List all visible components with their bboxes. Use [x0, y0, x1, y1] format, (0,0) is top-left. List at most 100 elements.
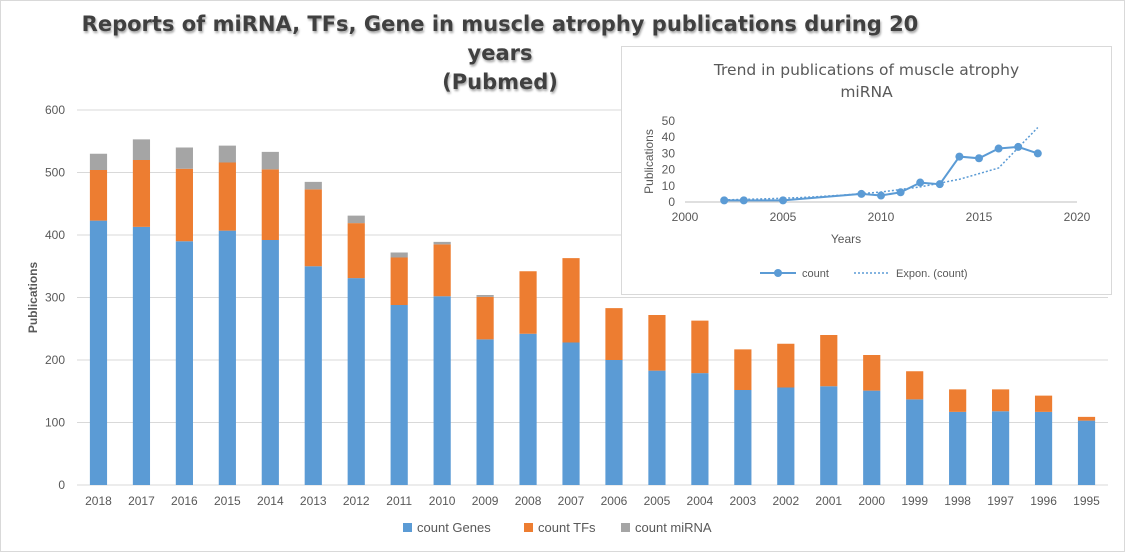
legend-marker-count: [774, 269, 782, 277]
inset-title-line1: Trend in publications of muscle atrophy: [713, 61, 1020, 79]
bar-segment: [261, 151, 279, 170]
bar-segment: [261, 169, 279, 240]
trend-line-chart: 0 10 20 30 40 50 2000 2005 2010 2015 2020 Years Publ…: [642, 114, 1091, 280]
data-point: [994, 144, 1003, 153]
main-title-line2: (Pubmed): [442, 70, 558, 94]
inset-title-line2: miRNA: [840, 83, 893, 101]
data-point: [857, 189, 866, 198]
bar-segment: [1034, 395, 1053, 412]
bar-segment: [949, 411, 967, 485]
bar-segment: [691, 320, 709, 374]
x-tick-label: 2001: [815, 494, 842, 508]
x-tick-label: 1996: [1030, 494, 1057, 508]
bar-segment: [347, 278, 365, 485]
y-tick-label: 300: [45, 291, 65, 305]
data-point: [1014, 142, 1023, 151]
data-point: [896, 188, 905, 197]
x-tick-label: 2005: [644, 494, 671, 508]
bar-segment: [777, 343, 795, 388]
x-tick-label: 2010: [429, 494, 456, 508]
bar-segment: [562, 258, 580, 343]
x-tick-label: 2007: [558, 494, 585, 508]
data-point: [1033, 149, 1042, 158]
x-tick-label: 2017: [128, 494, 155, 508]
legend-label: Expon. (count): [896, 268, 968, 280]
legend-swatch: [621, 523, 630, 532]
bar-segment: [132, 139, 151, 160]
bar-segment: [734, 349, 752, 390]
bar-segment: [390, 305, 408, 485]
bar-segment: [433, 241, 451, 245]
x-tick-label: 2015: [966, 210, 993, 224]
bar-segment: [132, 226, 151, 485]
bar-segment: [906, 399, 924, 485]
bar-segment: [734, 390, 752, 485]
data-point: [935, 180, 944, 189]
y-tick-label: 100: [45, 416, 65, 430]
bar-segment: [605, 308, 623, 360]
y-tick-label: 30: [662, 146, 676, 160]
bar-segment: [433, 244, 451, 297]
x-tick-label: 2008: [515, 494, 542, 508]
data-point: [975, 154, 983, 163]
x-tick-label: 2016: [171, 494, 198, 508]
bar-segment: [433, 296, 451, 485]
bar-segment: [476, 296, 494, 340]
y-axis-label: Publications: [26, 262, 40, 334]
bar-segment: [949, 389, 967, 412]
x-tick-label: 2014: [257, 494, 284, 508]
x-tick-label: 2020: [1064, 210, 1091, 224]
bar-segment: [820, 386, 838, 485]
y-tick-label: 0: [58, 478, 65, 492]
bar-segment: [175, 241, 193, 485]
bar-segment: [1077, 416, 1096, 421]
x-tick-label: 1999: [901, 494, 928, 508]
bar-segment: [906, 371, 924, 400]
x-tick-label: 2018: [85, 494, 112, 508]
inset-chart-title: Trend in publications of muscle atrophy …: [622, 59, 1111, 103]
x-axis-label: Years: [831, 232, 861, 246]
data-point: [877, 191, 885, 200]
legend-label: count: [802, 268, 829, 280]
bar-segment: [347, 215, 365, 224]
y-tick-label: 20: [662, 163, 676, 177]
bar-segment: [777, 387, 795, 485]
y-tick-label: 600: [45, 103, 65, 117]
main-chart-title: Reports of miRNA, TFs, Gene in muscle at…: [60, 10, 940, 97]
bar-segment: [519, 333, 537, 485]
data-point: [779, 196, 787, 205]
x-tick-label: 2013: [300, 494, 327, 508]
data-point: [955, 152, 964, 161]
bar-segment: [476, 339, 494, 485]
bar-segment: [605, 360, 623, 485]
x-tick-label: 2015: [214, 494, 241, 508]
x-tick-label: 1998: [944, 494, 971, 508]
bar-segment: [863, 390, 881, 485]
bar-segment: [519, 271, 537, 334]
data-point: [720, 196, 729, 205]
bar-segment: [304, 181, 322, 190]
bar-segment: [648, 370, 666, 485]
y-tick-label: 200: [45, 353, 65, 367]
bar-segment: [476, 295, 494, 297]
y-tick-label: 0: [668, 195, 675, 209]
x-tick-label: 2010: [868, 210, 895, 224]
bar-segment: [175, 147, 193, 169]
data-point: [739, 196, 748, 205]
bar-segment: [562, 342, 580, 485]
x-tick-label: 2000: [672, 210, 699, 224]
x-tick-label: 1995: [1073, 494, 1100, 508]
bar-segment: [1077, 420, 1096, 485]
x-tick-label: 2005: [770, 210, 797, 224]
x-tick-label: 2011: [386, 494, 412, 508]
legend-label: count TFs: [538, 520, 596, 535]
bar-segment: [89, 220, 108, 485]
bar-segment: [132, 160, 151, 227]
data-point: [916, 178, 925, 187]
x-tick-label: 2006: [601, 494, 628, 508]
bar-segment: [304, 266, 322, 485]
bar-segment: [261, 240, 279, 485]
x-tick-label: 2004: [687, 494, 714, 508]
y-tick-label: 40: [662, 130, 676, 144]
